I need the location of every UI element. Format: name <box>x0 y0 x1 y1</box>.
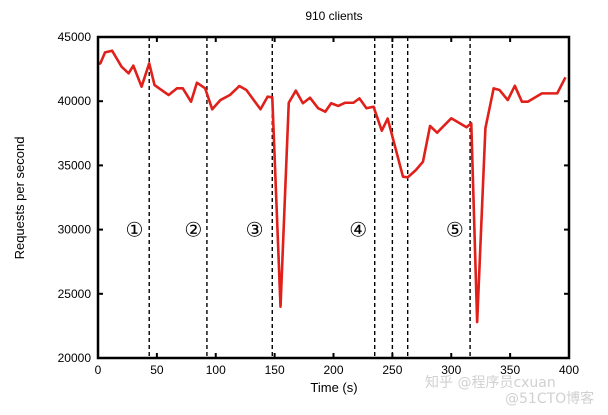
y-tick-label: 20000 <box>58 351 92 365</box>
x-tick-label: 300 <box>441 363 461 377</box>
phase-label: ⑤ <box>446 218 464 242</box>
y-tick-label: 35000 <box>58 158 92 172</box>
y-tick-label: 25000 <box>58 287 92 301</box>
y-axis-label: Requests per second <box>12 137 27 260</box>
x-tick-label: 400 <box>559 363 579 377</box>
y-tick-label: 40000 <box>58 94 92 108</box>
y-tick-label: 45000 <box>58 30 92 44</box>
chart-title: 910 clients <box>305 9 362 23</box>
phase-label: ④ <box>349 218 367 242</box>
x-tick-label: 100 <box>206 363 226 377</box>
watermark-line2: @51CTO博客 <box>505 391 595 407</box>
watermark-line1: 知乎 @程序员cxuan <box>425 375 556 391</box>
phase-label: ③ <box>246 218 264 242</box>
series-line <box>97 49 567 324</box>
x-tick-label: 50 <box>150 363 164 377</box>
x-tick-label: 350 <box>500 363 520 377</box>
x-axis-label: Time (s) <box>310 380 357 395</box>
x-tick-label: 150 <box>265 363 285 377</box>
x-tick-label: 250 <box>382 363 402 377</box>
x-tick-label: 0 <box>95 363 102 377</box>
phase-label: ② <box>184 218 202 242</box>
x-tick-label: 200 <box>323 363 343 377</box>
phase-label: ① <box>126 218 144 242</box>
y-tick-label: 30000 <box>58 223 92 237</box>
plot-frame <box>96 35 571 360</box>
